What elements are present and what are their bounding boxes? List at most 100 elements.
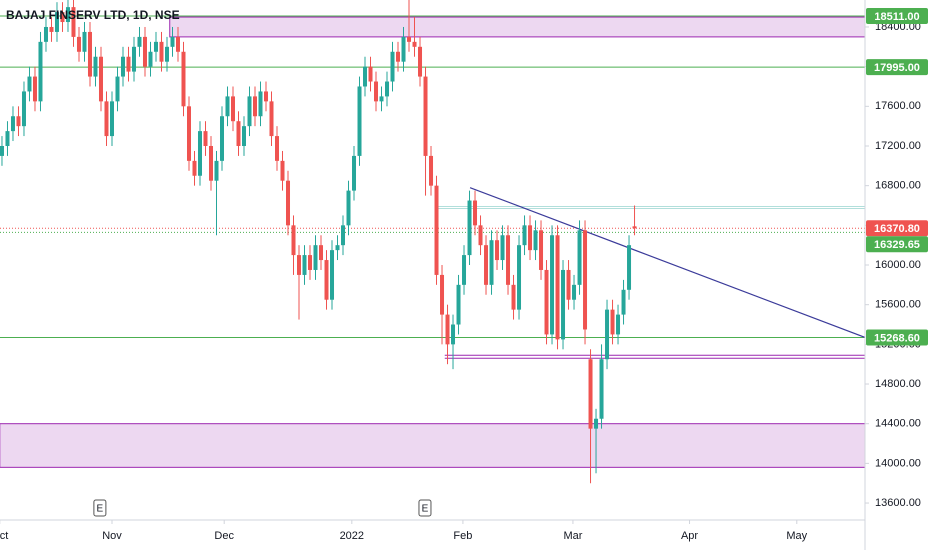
candle-body: [385, 81, 390, 97]
x-tick-label: May: [786, 530, 807, 542]
candle-body: [583, 230, 588, 330]
zone: [0, 423, 865, 468]
candle-body: [440, 274, 445, 315]
candle-body: [418, 46, 423, 77]
candle-body: [286, 180, 291, 226]
candle-body: [616, 314, 621, 335]
candle-body: [275, 136, 280, 161]
candle-body: [423, 76, 428, 156]
y-tick-label: 14000.00: [875, 457, 921, 469]
candle-body: [197, 131, 202, 176]
candle-body: [544, 269, 549, 335]
candle-body: [253, 96, 258, 117]
x-tick-label: Nov: [102, 530, 122, 542]
candle-body: [214, 160, 219, 181]
x-tick-label: Feb: [453, 530, 472, 542]
candle-body: [308, 255, 313, 270]
candle-body: [489, 240, 494, 285]
y-tick-label: 16000.00: [875, 259, 921, 271]
candle-body: [500, 235, 505, 261]
trendline: [469, 187, 865, 338]
candle-body: [137, 36, 142, 47]
candle-body: [142, 36, 147, 67]
candle-body: [599, 359, 604, 419]
candle-body: [341, 225, 346, 246]
candle-body: [76, 36, 81, 52]
event-marker: [418, 499, 432, 517]
x-tick-label: Oct: [0, 530, 8, 542]
candle-body: [528, 225, 533, 251]
candle-body: [280, 160, 285, 181]
candle-body: [247, 96, 252, 127]
price-label: 16329.65: [874, 239, 920, 251]
candle-body: [241, 126, 246, 146]
candle-body: [21, 91, 26, 127]
price-label-box: [866, 329, 928, 346]
candle-body: [379, 96, 384, 102]
candle-body: [264, 91, 269, 102]
candle-body: [203, 131, 208, 146]
candle-body: [462, 255, 467, 285]
y-tick-label: 13600.00: [875, 497, 921, 509]
event-label: E: [97, 504, 104, 515]
y-tick-label: 17200.00: [875, 140, 921, 152]
event-label: E: [422, 504, 429, 515]
candle-body: [632, 226, 637, 229]
candle-body: [153, 41, 158, 52]
candle-body: [577, 230, 582, 285]
candle-body: [473, 200, 478, 226]
candle-body: [297, 255, 302, 275]
candle-body: [335, 245, 340, 251]
candle-body: [324, 260, 329, 300]
zone: [169, 16, 865, 38]
candle-body: [82, 31, 87, 52]
candle-body: [357, 86, 362, 156]
candle-body: [412, 41, 417, 47]
candle-body: [396, 51, 401, 62]
candle-body: [484, 245, 489, 285]
candle-body: [467, 200, 472, 256]
candle-body: [60, 12, 65, 23]
candle-body: [561, 269, 566, 340]
price-label-box: [866, 7, 928, 24]
candle-body: [98, 56, 103, 102]
candle-body: [445, 314, 450, 345]
y-tick-label: 14400.00: [875, 418, 921, 430]
candle-body: [54, 12, 59, 32]
candle-body: [225, 96, 230, 117]
candle-body: [181, 51, 186, 107]
candle-body: [159, 41, 164, 62]
candle-body: [352, 155, 357, 191]
candle-body: [93, 56, 98, 77]
candle-body: [368, 66, 373, 82]
price-label: 15268.60: [874, 332, 920, 344]
candle-body: [115, 76, 120, 102]
candle-body: [517, 245, 522, 310]
candle-body: [434, 185, 439, 275]
candle-body: [27, 76, 32, 92]
candle-body: [175, 36, 180, 52]
candle-body: [208, 145, 213, 181]
candle-body: [65, 7, 70, 23]
y-tick-label: 14800.00: [875, 378, 921, 390]
candle-body: [164, 46, 169, 62]
candle-body: [610, 309, 615, 335]
candle-body: [522, 225, 527, 246]
candle-body: [230, 96, 235, 122]
price-label: 18511.00: [874, 11, 919, 23]
candle-body: [87, 31, 92, 77]
candle-body: [269, 101, 274, 137]
candle-body: [588, 359, 593, 429]
candle-body: [407, 36, 412, 42]
candle-body: [302, 255, 307, 275]
candle-body: [566, 269, 571, 300]
candle-body: [313, 245, 318, 270]
x-tick-label: Apr: [681, 530, 698, 542]
candle-body: [555, 235, 560, 340]
candle-body: [0, 145, 4, 156]
plot-area: [0, 0, 865, 484]
candle-body: [109, 101, 114, 137]
candle-body: [346, 190, 351, 226]
x-tick-label: Dec: [214, 530, 234, 542]
